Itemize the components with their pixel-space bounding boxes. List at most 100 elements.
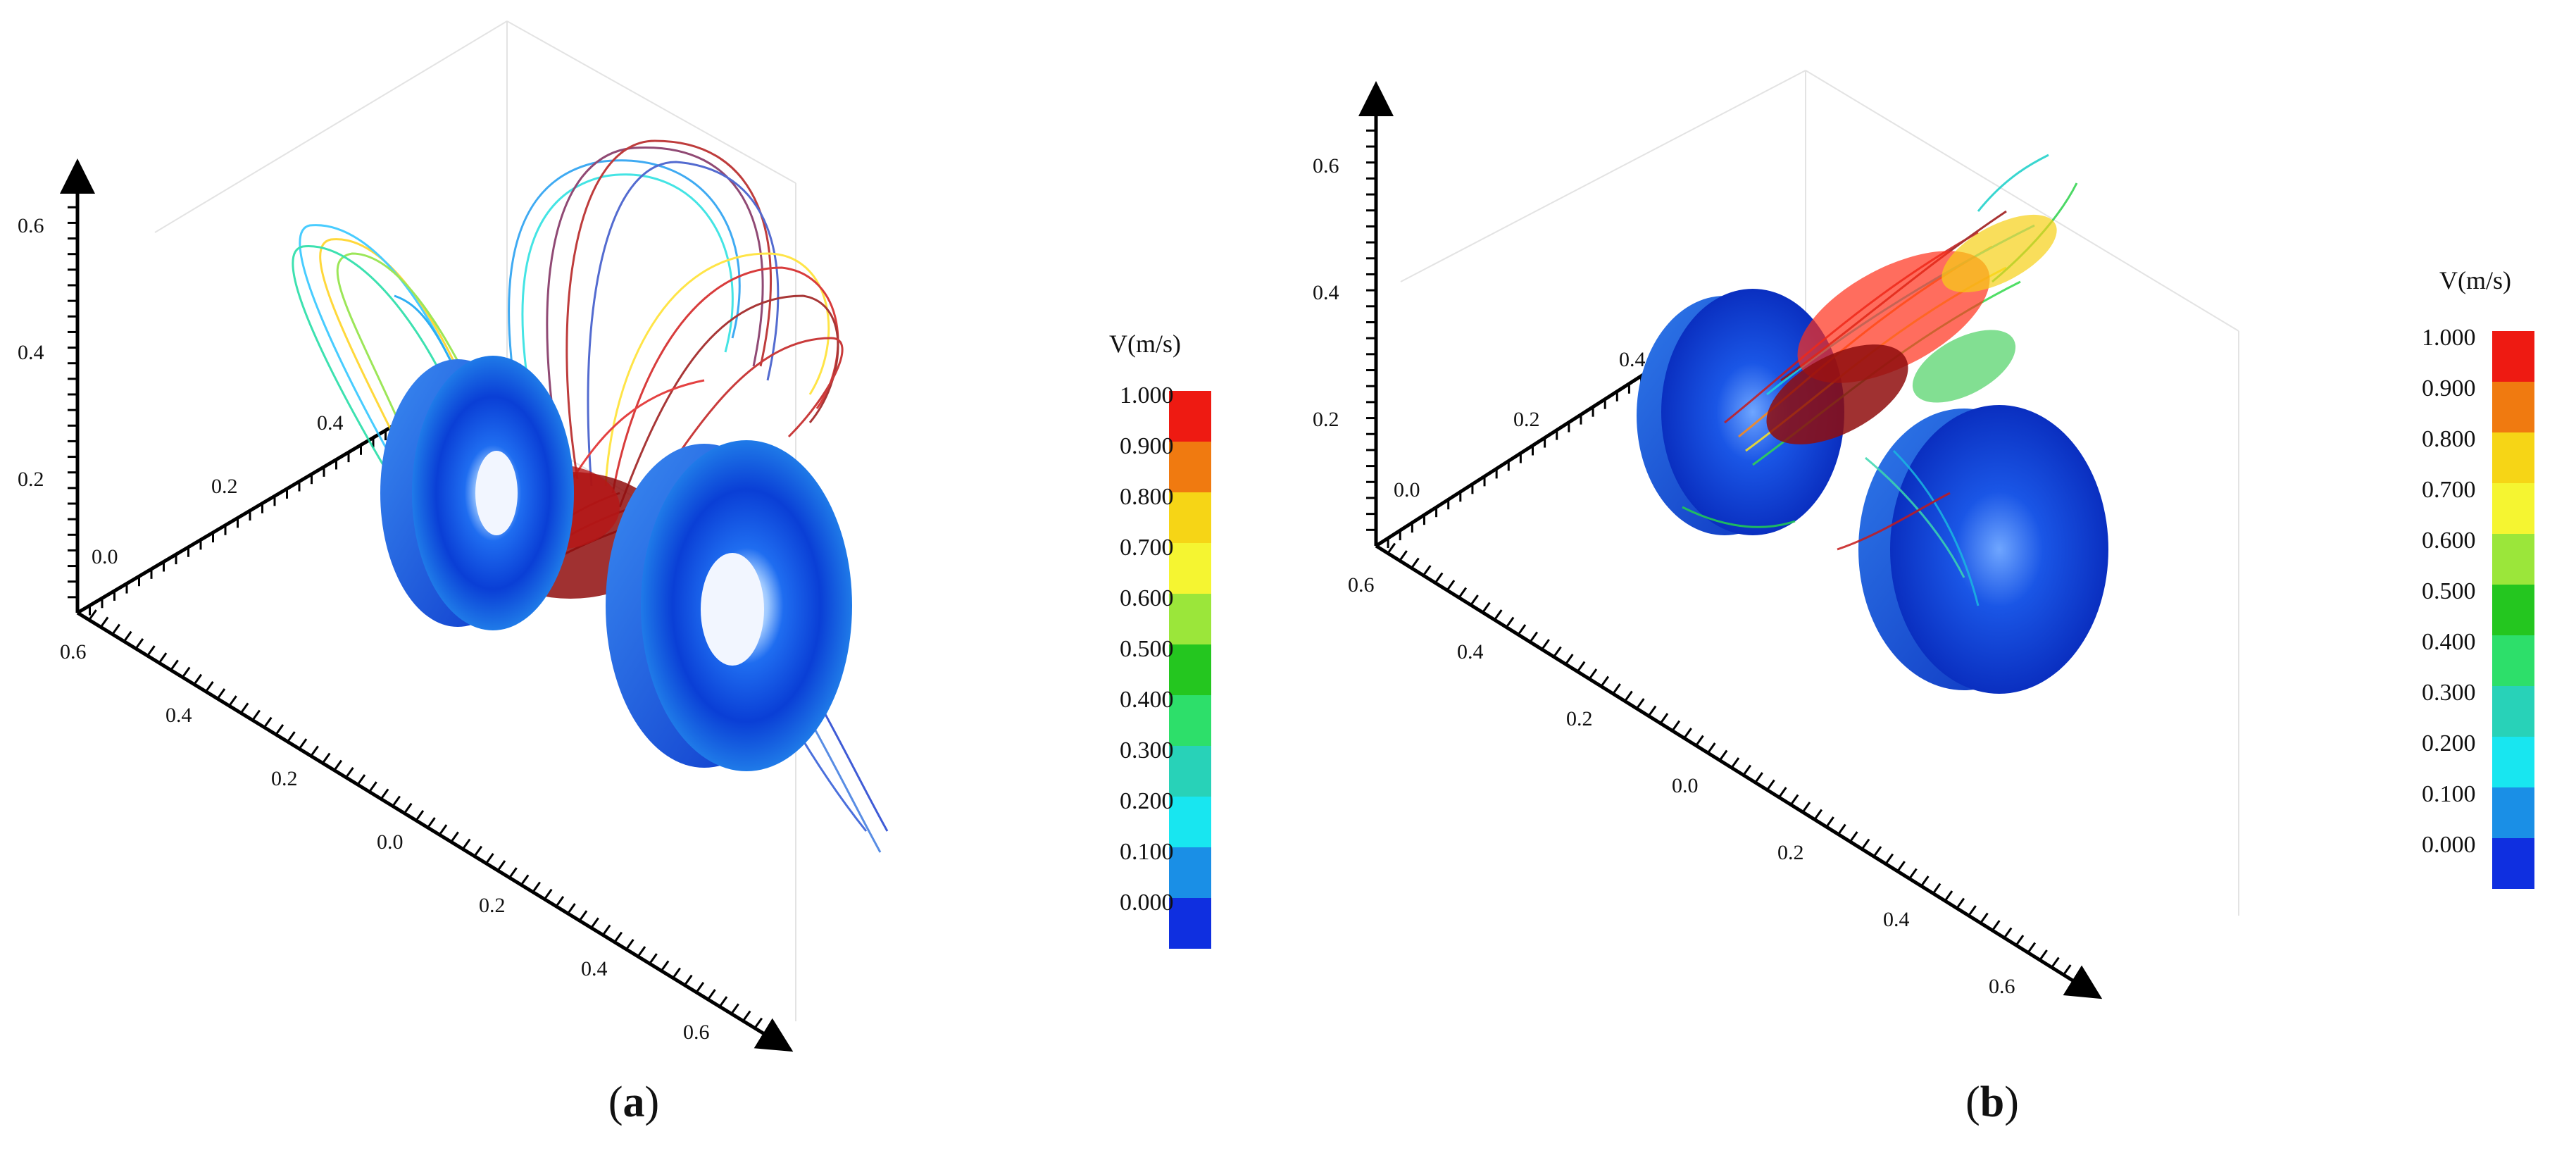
tick-mark <box>1470 594 1479 606</box>
tick-mark <box>450 831 459 843</box>
colorbar-label: 0.100 <box>1120 839 1174 865</box>
colorbar-label: 0.000 <box>1120 890 1174 916</box>
colorbar: V(m/s) 1.000 0.900 0.800 0.700 0.600 0.5… <box>2422 266 2534 889</box>
tick-mark <box>111 623 120 635</box>
tick-mark <box>2074 971 2084 983</box>
colorbar-label: 0.200 <box>1120 788 1174 814</box>
vertical-tick-label: 0.2 <box>1313 408 1339 431</box>
tick-mark <box>660 960 670 972</box>
tick-mark <box>637 946 646 957</box>
colorbar-label: 0.400 <box>1120 687 1174 713</box>
tick-mark <box>298 738 308 750</box>
tick-marks <box>68 190 775 1036</box>
tick-mark <box>239 702 249 714</box>
left-axis-labels: 0.0 0.2 0.4 <box>92 411 344 568</box>
front-tick-label: 0.6 <box>683 1021 710 1044</box>
colorbar-label: 0.500 <box>2422 578 2476 604</box>
front-axis-labels: 0.6 0.4 0.2 0.0 0.2 0.4 0.6 <box>1348 573 2015 998</box>
tick-mark <box>1411 557 1420 569</box>
front-tick-label: 0.6 <box>1348 573 1375 597</box>
tick-mark <box>473 845 483 857</box>
tick-marks <box>1366 113 2084 983</box>
colorbar-label: 0.600 <box>1120 585 1174 611</box>
colorbar-label: 0.000 <box>2422 832 2476 858</box>
caption-open-paren: ( <box>1965 1078 1980 1126</box>
tick-mark <box>1730 757 1740 768</box>
torus-left <box>380 356 574 630</box>
tick-mark <box>275 723 285 735</box>
vertical-axis-labels: 0.6 0.4 0.2 <box>1313 154 1339 431</box>
colorbar-labels: 1.000 0.900 0.800 0.700 0.600 0.500 0.40… <box>1120 382 1174 916</box>
tick-mark <box>730 1003 739 1015</box>
colorbar-title: V(m/s) <box>2439 266 2511 294</box>
colorbar-swatch <box>2492 483 2534 534</box>
tick-mark <box>1932 883 1942 895</box>
colorbar-swatch <box>2492 585 2534 635</box>
colorbar-swatch <box>2492 331 2534 382</box>
tick-mark <box>404 802 413 814</box>
tick-mark <box>1505 616 1515 628</box>
tick-mark <box>1482 602 1491 613</box>
front-tick-label: 0.2 <box>271 767 298 790</box>
left-tick-label: 0.0 <box>92 545 118 568</box>
tick-mark <box>532 881 541 893</box>
tick-mark <box>1423 565 1432 576</box>
tick-mark <box>1553 646 1562 658</box>
tick-mark <box>742 1010 751 1022</box>
vertical-tick-label: 0.2 <box>18 468 44 491</box>
flow-core <box>1766 214 2057 444</box>
panel-b-caption: (b) <box>1922 1078 2063 1128</box>
tick-mark <box>1541 639 1550 650</box>
tick-mark <box>1992 920 2001 931</box>
tick-mark <box>263 716 273 728</box>
colorbar-swatch <box>1169 391 1211 442</box>
tick-mark <box>672 967 681 979</box>
colorbar-label: 1.000 <box>1120 382 1174 409</box>
tick-mark <box>1742 764 1752 776</box>
tick-mark <box>415 809 425 821</box>
vertical-tick-label: 0.4 <box>18 341 44 364</box>
tick-mark <box>1434 572 1444 584</box>
vertical-tick-label: 0.6 <box>1313 154 1339 177</box>
caption-open-paren: ( <box>608 1078 623 1126</box>
tick-mark <box>146 645 156 656</box>
colorbar-swatch <box>2492 635 2534 686</box>
tick-mark <box>287 731 296 742</box>
tick-mark <box>1659 713 1669 724</box>
tick-mark <box>1861 838 1870 850</box>
left-tick-label: 0.2 <box>211 475 238 498</box>
tick-mark <box>2063 964 2072 976</box>
tick-mark <box>1837 823 1846 835</box>
tick-mark <box>1576 661 1586 673</box>
colorbar-swatch <box>1169 644 1211 695</box>
tick-mark <box>1624 690 1633 702</box>
tick-mark <box>1778 787 1787 798</box>
panel-b-figure: 0.6 0.4 0.2 0.0 0.2 0.4 0.6 0.4 0.2 0.0 … <box>1313 70 2534 999</box>
tick-mark <box>1707 742 1716 754</box>
tick-mark <box>590 917 599 929</box>
tick-mark <box>228 695 237 707</box>
tick-mark <box>1671 720 1681 732</box>
colorbar-title: V(m/s) <box>1109 330 1181 358</box>
front-tick-label: 0.4 <box>1883 908 1910 931</box>
tick-mark <box>135 637 144 649</box>
colorbar-swatch <box>1169 898 1211 949</box>
tick-mark <box>684 974 693 986</box>
tick-mark <box>193 673 203 685</box>
colorbar-swatch <box>2492 787 2534 838</box>
tick-mark <box>123 630 132 642</box>
tick-mark <box>544 888 553 900</box>
front-tick-label: 0.0 <box>377 830 404 854</box>
tick-mark <box>1789 794 1799 806</box>
panel-a: 0.6 0.4 0.2 0.0 0.2 0.4 0.6 0.4 0.2 0.0 … <box>18 20 1211 1126</box>
tick-mark <box>1908 868 1918 880</box>
tick-mark <box>649 953 658 965</box>
tick-mark <box>1754 772 1763 783</box>
colorbar-labels: 1.000 0.900 0.800 0.700 0.600 0.500 0.40… <box>2422 325 2476 858</box>
tick-mark <box>1801 802 1811 813</box>
tick-mark <box>1766 779 1775 791</box>
tick-mark <box>1944 890 1953 902</box>
tick-mark <box>356 774 366 785</box>
colorbar-label: 1.000 <box>2422 325 2476 351</box>
front-tick-label: 0.6 <box>1989 975 2015 998</box>
